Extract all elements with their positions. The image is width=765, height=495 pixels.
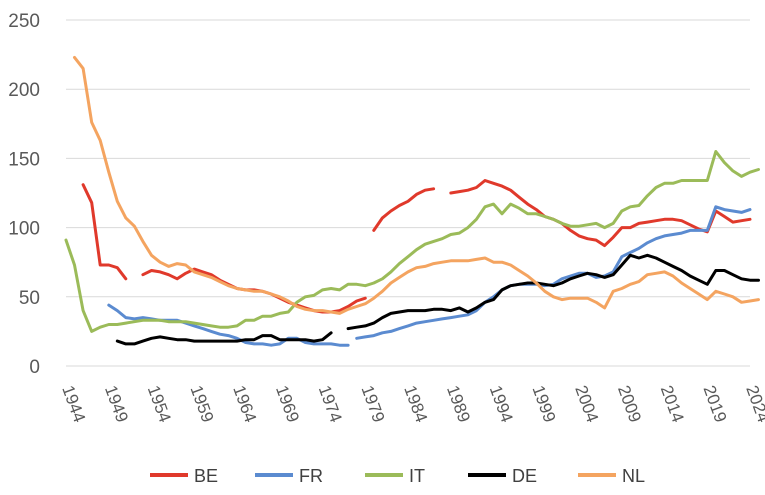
series-nl-line-segment — [73, 55, 760, 315]
legend-label-be: BE — [194, 466, 218, 486]
x-tick-label: 2004 — [571, 383, 602, 425]
x-tick-label: 2019 — [699, 383, 730, 425]
x-tick-label: 1999 — [528, 383, 559, 425]
series-nl — [73, 55, 760, 315]
series-it-line-segment — [64, 150, 760, 333]
series-be — [81, 179, 752, 314]
series-be-line-segment — [449, 179, 752, 248]
x-tick-label: 1989 — [443, 383, 474, 425]
series-de-line-segment — [115, 331, 333, 346]
series-lines — [64, 55, 760, 347]
gridlines — [66, 19, 750, 367]
series-fr-line-segment — [107, 303, 350, 347]
series-it — [64, 150, 760, 333]
legend-label-fr: FR — [299, 466, 323, 486]
y-tick-label: 100 — [8, 219, 40, 240]
x-tick-label: 1944 — [58, 383, 89, 425]
x-tick-label: 2024 — [742, 383, 765, 425]
y-tick-label: 200 — [8, 80, 40, 101]
y-tick-label: 150 — [8, 149, 40, 170]
x-tick-label: 1984 — [400, 383, 431, 425]
x-tick-label: 1974 — [315, 383, 346, 425]
series-de — [115, 253, 760, 346]
y-axis-tick-labels: 0 50 100 150 200 250 — [8, 11, 40, 378]
x-tick-label: 1979 — [357, 383, 388, 425]
x-tick-label: 1964 — [229, 383, 260, 425]
y-tick-label: 250 — [8, 11, 40, 32]
legend: BE FR IT DE NL — [150, 466, 645, 486]
y-tick-label: 50 — [19, 288, 40, 309]
x-tick-label: 2014 — [657, 383, 688, 425]
legend-label-de: DE — [512, 466, 537, 486]
legend-label-nl: NL — [622, 466, 645, 486]
series-be-line-segment — [372, 187, 436, 232]
x-tick-label: 1954 — [144, 383, 175, 425]
x-axis-tick-labels: 1944 1949 1954 1959 1964 1969 1974 1979 1984 1989… — [58, 383, 765, 425]
legend-label-it: IT — [409, 466, 425, 486]
x-tick-label: 1959 — [186, 383, 217, 425]
x-tick-label: 1969 — [272, 383, 303, 425]
series-de-line-segment — [346, 253, 760, 331]
y-tick-label: 0 — [29, 357, 40, 378]
x-tick-label: 2009 — [614, 383, 645, 425]
series-be-line-segment — [81, 183, 128, 281]
x-tick-label: 1994 — [486, 383, 517, 425]
x-tick-label: 1949 — [101, 383, 132, 425]
